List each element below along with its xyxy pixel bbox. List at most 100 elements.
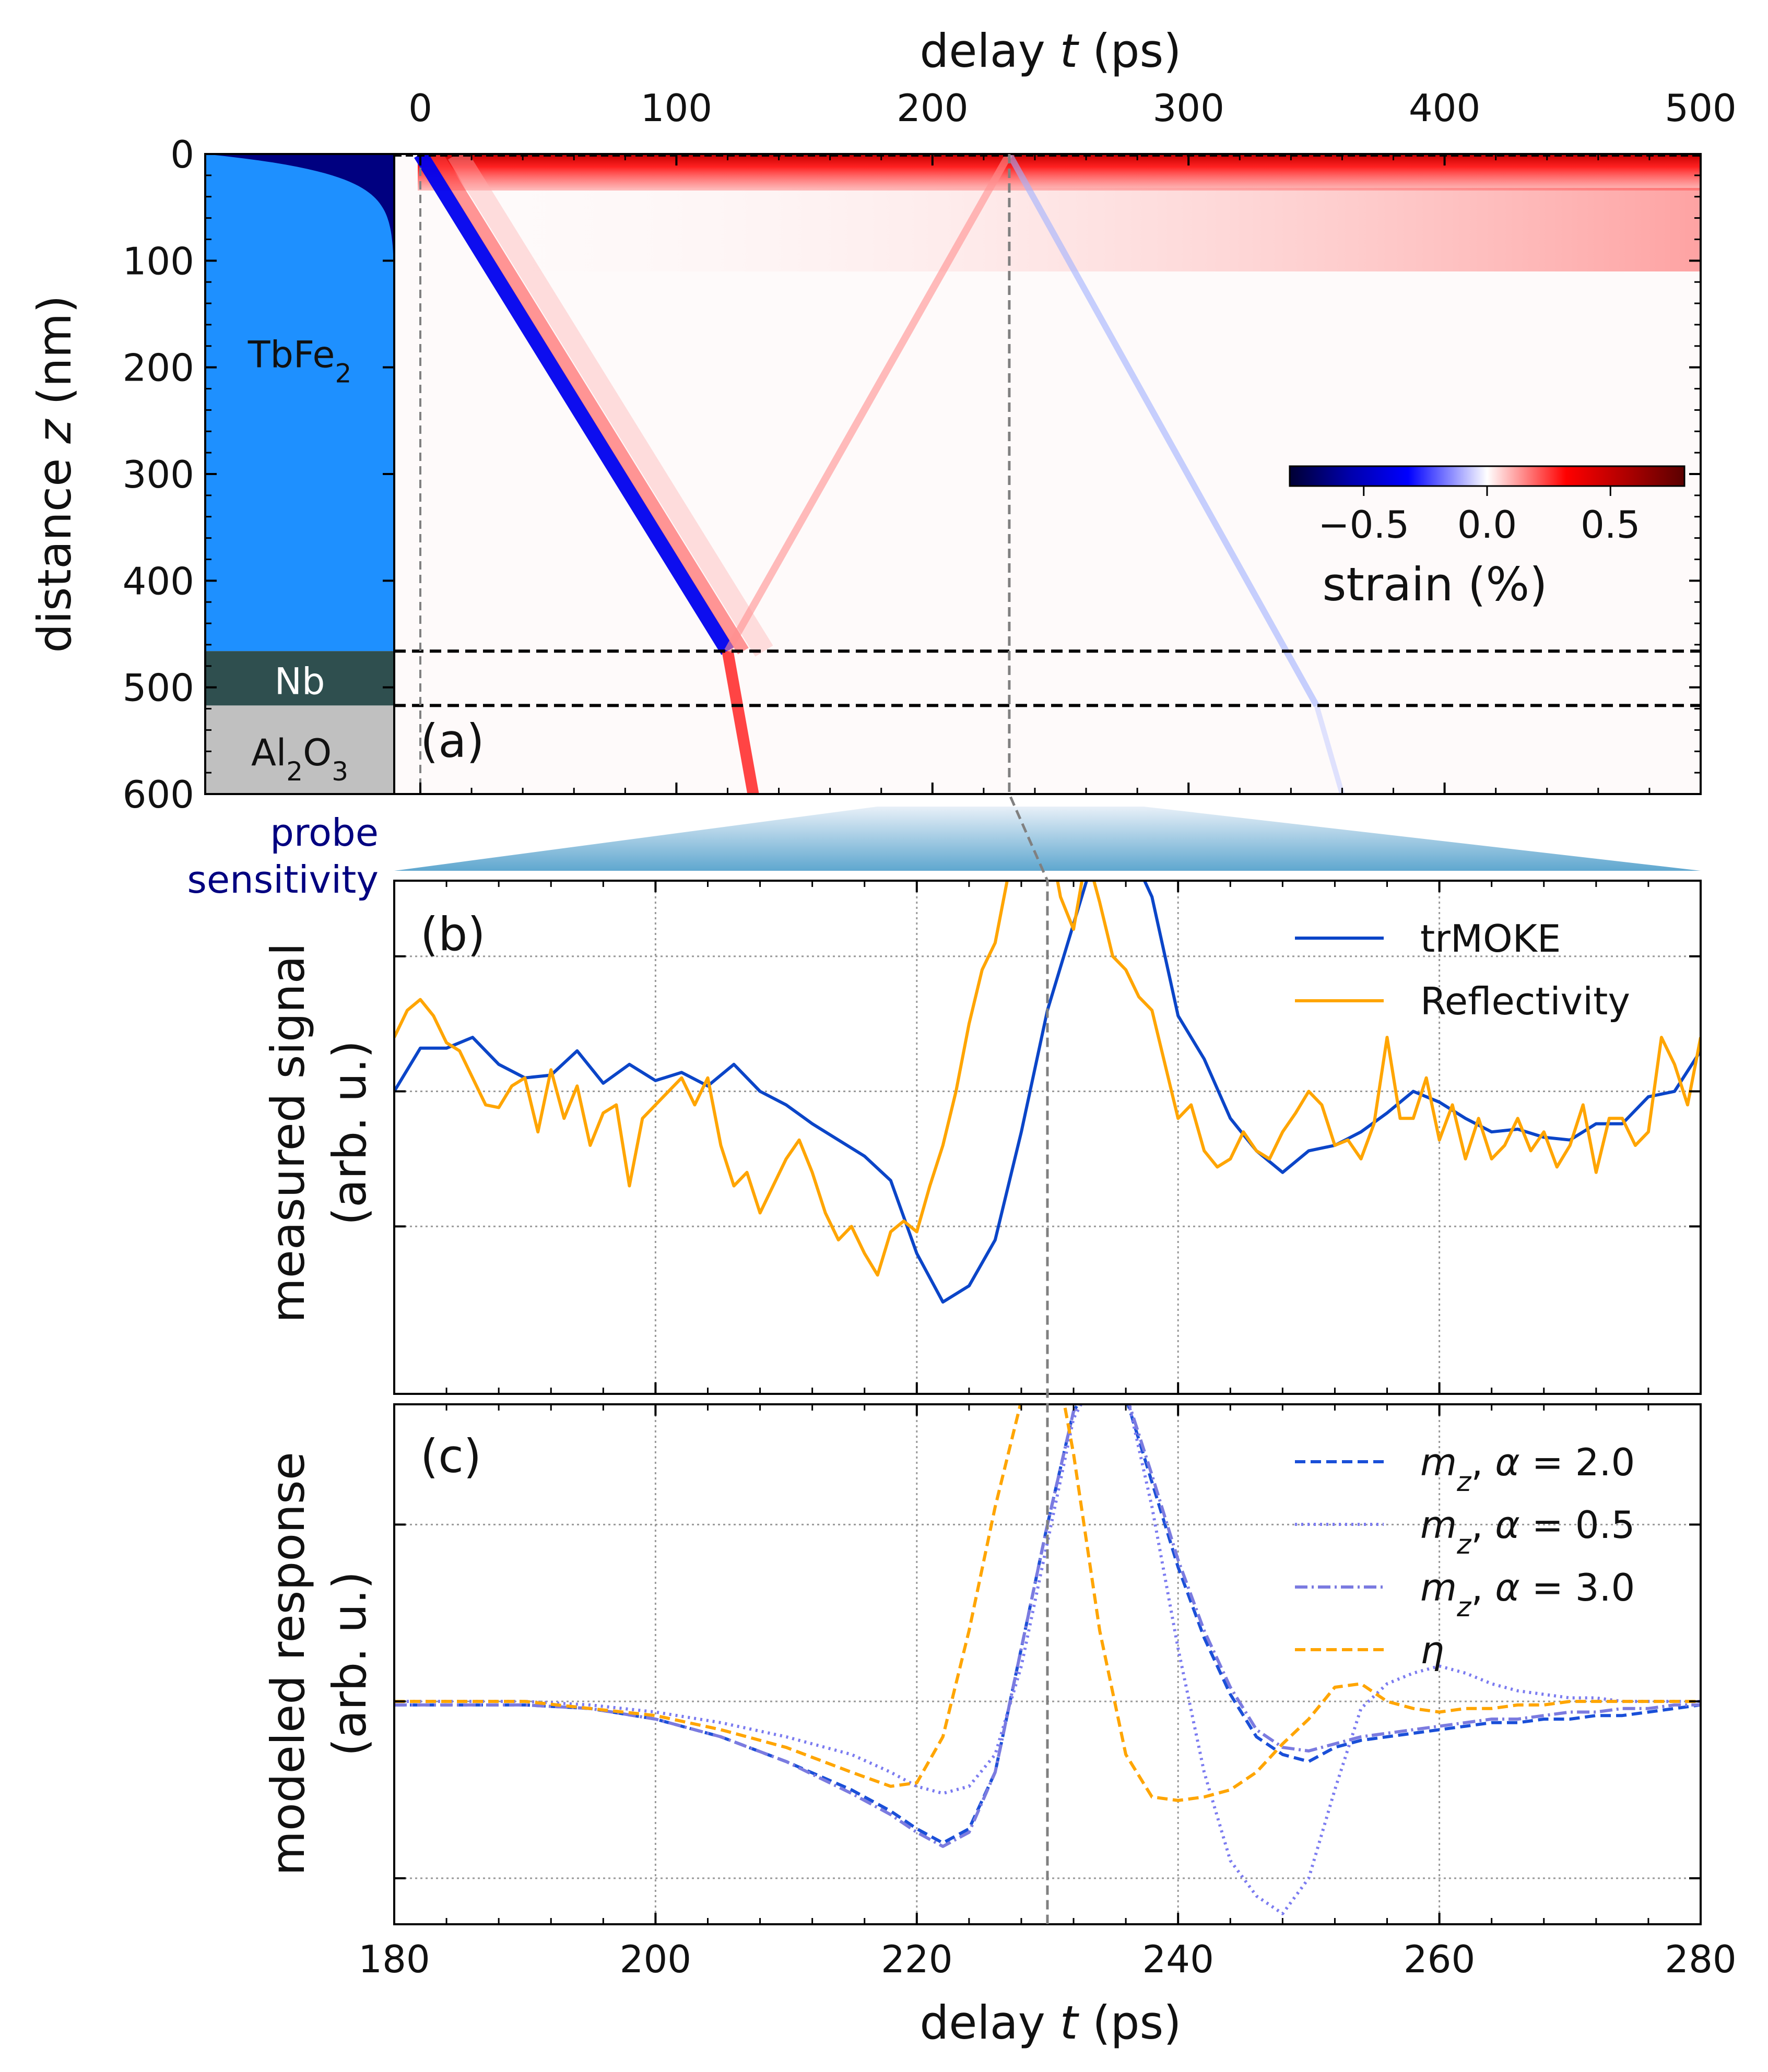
top-axis-label: delay t (ps) (920, 24, 1181, 78)
strain-front (724, 154, 1013, 653)
left-tick-label: 500 (123, 666, 194, 710)
colorbar: −0.5 0.0 0.5 strain (%) (1289, 465, 1686, 611)
legend-label-mz-alpha-05: mz, α = 0.5 (1420, 1503, 1635, 1560)
layer-al2o3-name: Al (251, 731, 286, 774)
legend-sep: , (1471, 1440, 1495, 1484)
panel-b-ylabel-unit: (arb. u.) (323, 1040, 376, 1225)
legend-alpha-val: = 3.0 (1520, 1566, 1635, 1609)
strain-front (1314, 705, 1345, 794)
left-tick-label: 600 (123, 773, 194, 816)
distance-axis-label: distance z (nm) (28, 295, 81, 653)
layer-tbfe2-label: TbFe2 (247, 334, 352, 389)
layer-al2o3-sub: 2 (286, 756, 303, 787)
series-eta (394, 1404, 1701, 1802)
layer-nb-name: Nb (275, 660, 325, 703)
strain-front-tail (447, 154, 773, 657)
axis-a: 0 100 200 300 400 500 0 100 200 300 400 500 600 (123, 86, 1737, 816)
legend-label-reflectivity: Reflectivity (1420, 979, 1630, 1023)
legend-alpha-sym: α (1495, 1503, 1519, 1547)
x-tick-label: 180 (358, 1937, 430, 1981)
left-tick-label: 400 (123, 559, 194, 603)
legend-sub: z (1456, 1466, 1472, 1498)
colorbar-gradient (1289, 465, 1686, 487)
panel-a-label: (a) (420, 714, 485, 768)
series-c (394, 1404, 1701, 1915)
probe-sensitivity: probe sensitivity (187, 807, 1701, 902)
legend-var: η (1420, 1628, 1444, 1672)
top-tick-label: 400 (1409, 86, 1480, 130)
probe-label: probe (270, 811, 379, 855)
panel-c: 180 200 220 240 260 280 (c) mz, α = 2.0mz, α … (261, 1403, 1737, 1981)
legend-label-trmoke: trMOKE (1420, 917, 1561, 961)
series-mz-alpha-3 (394, 1404, 1701, 1848)
layer-tbfe2 (205, 154, 394, 652)
strain-front (722, 650, 759, 794)
legend-var: m (1420, 1566, 1457, 1609)
legend-sep: , (1471, 1566, 1495, 1609)
left-tick-label: 100 (123, 239, 194, 283)
panel-b: (b) trMOKE Reflectivity measured signal (… (261, 880, 1702, 1395)
x-tick-label: 220 (881, 1937, 952, 1981)
legend-label-mz-alpha-3: mz, α = 3.0 (1420, 1566, 1635, 1623)
panel-c-ylabel: modeled response (261, 1452, 315, 1876)
surface-strain-band (418, 154, 1701, 191)
layer-al2o3-sub2: 3 (332, 756, 348, 787)
top-tick-label: 0 (408, 86, 432, 130)
legend-alpha-val: = 2.0 (1520, 1440, 1635, 1484)
legend-c: mz, α = 2.0mz, α = 0.5mz, α = 3.0η (1295, 1440, 1635, 1672)
layer-al2o3-name2: O (303, 731, 332, 774)
strain-front-tensile (430, 154, 749, 655)
top-tick-label: 500 (1665, 86, 1736, 130)
ticks-b (393, 881, 1702, 1394)
legend-alpha-sym: α (1495, 1566, 1519, 1609)
top-tick-label: 300 (1152, 86, 1224, 130)
legend-var: m (1420, 1503, 1457, 1547)
legend-label-mz-alpha-2: mz, α = 2.0 (1420, 1440, 1635, 1498)
legend-alpha-val: = 0.5 (1520, 1503, 1635, 1547)
layer-tbfe2-sub: 2 (335, 359, 351, 389)
panel-c-label: (c) (420, 1429, 481, 1483)
panel-b-label: (b) (420, 907, 486, 961)
legend-sub: z (1456, 1529, 1472, 1560)
colorbar-tick-label: −0.5 (1318, 503, 1409, 547)
x-tick-label: 260 (1404, 1937, 1475, 1981)
layer-nb-label: Nb (275, 660, 325, 703)
panel-b-ylabel: measured signal (261, 943, 315, 1323)
colorbar-label: strain (%) (1323, 558, 1548, 611)
colorbar-tick-label: 0.0 (1457, 503, 1517, 547)
layer-al2o3 (205, 705, 394, 794)
delay-marker-line (1008, 154, 1049, 1924)
surface-strain-tail (418, 188, 1701, 271)
series-reflectivity (394, 881, 1701, 1277)
colorbar-ticks: −0.5 0.0 0.5 (1318, 486, 1641, 547)
colorbar-tick-label: 0.5 (1581, 503, 1641, 547)
bottom-axis-label: delay t (ps) (920, 1996, 1181, 2050)
series-mz-alpha-2 (394, 1404, 1701, 1845)
panel-c-ylabel-unit: (arb. u.) (323, 1571, 376, 1756)
top-tick-label: 200 (897, 86, 968, 130)
left-tick-label: 200 (123, 346, 194, 390)
left-tick-label: 300 (123, 453, 194, 496)
x-tick-label: 200 (620, 1937, 691, 1981)
legend-sep: , (1471, 1503, 1495, 1547)
legend-b: trMOKE Reflectivity (1295, 917, 1630, 1023)
strain-front (1006, 154, 1319, 707)
top-tick-label: 100 (641, 86, 712, 130)
strain-fronts (414, 154, 1345, 794)
ticks-c: 180 200 220 240 260 280 (358, 1404, 1737, 1981)
absorption-profile (205, 154, 394, 261)
layer-tbfe2-name: TbFe (247, 334, 335, 376)
x-tick-label: 280 (1665, 1937, 1736, 1981)
series-mz-alpha-05 (394, 1404, 1701, 1915)
legend-alpha-sym: α (1495, 1440, 1519, 1484)
legend-var: m (1420, 1440, 1457, 1484)
legend-label-eta: η (1420, 1628, 1444, 1672)
layer-nb (205, 651, 394, 706)
probe-sensitivity-wedge (394, 807, 1701, 871)
sensitivity-label: sensitivity (187, 858, 379, 902)
left-tick-label: 0 (170, 133, 194, 176)
layer-al2o3-label: Al2O3 (251, 731, 348, 787)
